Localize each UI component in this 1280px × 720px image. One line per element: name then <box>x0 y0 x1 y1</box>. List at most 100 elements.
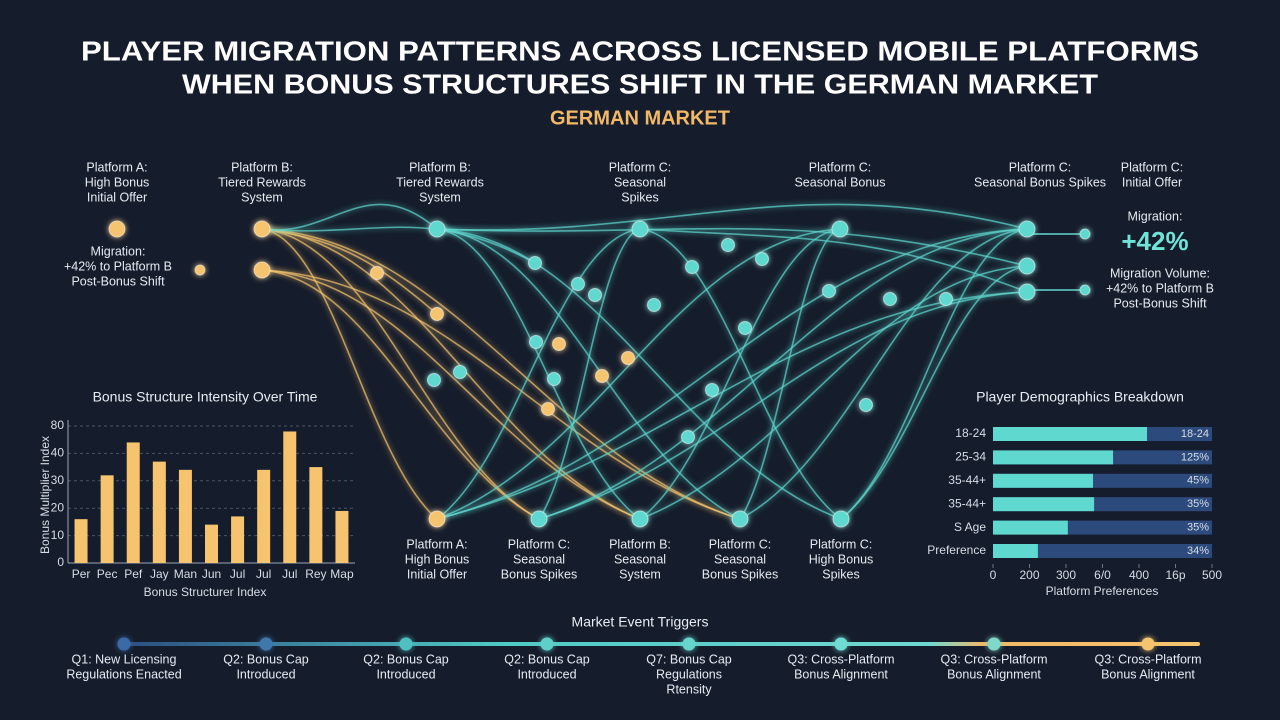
flow-node <box>705 383 719 397</box>
x-tick-label: 6/0 <box>1094 568 1111 582</box>
flow-node <box>1079 228 1091 240</box>
flow-link <box>739 228 1028 520</box>
migration-heading: Migration: <box>1128 209 1183 223</box>
y-tick-label: Preference <box>927 543 986 557</box>
node-label: Platform C: <box>1009 160 1072 174</box>
flow-node <box>685 260 699 274</box>
flow-node <box>1018 220 1036 238</box>
flow-node <box>253 220 271 238</box>
bar <box>152 461 166 563</box>
event-label: Q3: Cross-Platform <box>1095 652 1202 666</box>
bar <box>993 473 1094 488</box>
bar <box>993 450 1114 465</box>
flow-node <box>731 510 749 528</box>
flow-node <box>552 337 566 351</box>
bar <box>74 519 88 563</box>
flow-node <box>822 284 836 298</box>
x-tick-label: Rey <box>305 567 326 581</box>
x-tick-label: 500 <box>1202 568 1222 582</box>
flow-link <box>261 269 741 520</box>
event-label: Q3: Cross-Platform <box>941 652 1048 666</box>
flow-node <box>755 252 769 266</box>
y-tick-label: 35-44+ <box>948 473 986 487</box>
flow-link <box>436 228 1028 520</box>
event-label: Bonus Alignment <box>1101 667 1195 681</box>
flow-link <box>261 228 741 520</box>
flow-node <box>595 369 609 383</box>
flow-node <box>939 292 953 306</box>
x-tick-label: 400 <box>1129 568 1149 582</box>
y-tick-label: 25-34 <box>955 450 986 464</box>
bar <box>126 442 140 563</box>
flow-link <box>639 265 1028 520</box>
y-tick-label: 20 <box>51 500 65 514</box>
flow-link <box>436 203 1028 231</box>
flow-node <box>528 256 542 270</box>
flow-link <box>261 269 540 520</box>
bar-tag: 34% <box>1187 545 1209 557</box>
flow-link <box>261 226 536 264</box>
node-label: Platform C: <box>809 160 872 174</box>
flow-link <box>436 228 841 520</box>
flow-node <box>370 266 384 280</box>
flow-node <box>738 321 752 335</box>
migration-note: Post-Bonus Shift <box>71 274 165 288</box>
flow-link <box>261 203 438 231</box>
flow-node <box>631 510 649 528</box>
timeline-dot <box>399 637 413 651</box>
bar <box>205 524 218 563</box>
node-label: Initial Offer <box>1122 175 1182 189</box>
migration-note: +42% to Platform B <box>1106 281 1214 295</box>
timeline-dot <box>1141 637 1155 651</box>
node-label: Seasonal <box>513 552 565 566</box>
flow-node <box>194 264 206 276</box>
title-line: PLAYER MIGRATION PATTERNS ACROSS LICENSE… <box>81 35 1199 66</box>
flow-node <box>681 430 695 444</box>
flow-node <box>831 220 849 238</box>
node-label: Seasonal <box>714 552 766 566</box>
node-label: Tiered Rewards <box>218 175 306 189</box>
flow-link <box>436 291 1028 520</box>
node-label: High Bonus <box>405 552 470 566</box>
x-axis-label: Platform Preferences <box>1046 584 1159 598</box>
node-label: Tiered Rewards <box>396 175 484 189</box>
node-label: Seasonal Bonus <box>794 175 885 189</box>
flow-node <box>721 238 735 252</box>
bar <box>993 497 1095 512</box>
timeline-dot <box>987 637 1001 651</box>
bar <box>100 475 114 563</box>
x-tick-label: Jul <box>256 567 271 581</box>
node-label: High Bonus <box>85 175 150 189</box>
flow-link <box>840 265 1028 520</box>
event-label: Regulations Enacted <box>66 667 181 681</box>
node-label: Platform B: <box>231 160 293 174</box>
flow-node <box>647 298 661 312</box>
x-tick-label: Jul <box>282 567 297 581</box>
node-label: Spikes <box>822 567 860 581</box>
flow-node <box>541 402 555 416</box>
migration-note: +42% to Platform B <box>64 259 172 273</box>
flow-link <box>538 228 641 520</box>
bar-track <box>993 544 1212 558</box>
timeline-dot <box>540 637 554 651</box>
y-tick-label: 10 <box>51 528 65 542</box>
flow-node <box>253 261 271 279</box>
flow-node <box>427 373 441 387</box>
bar-tag: 18-24 <box>1181 428 1209 440</box>
flow-node <box>529 335 543 349</box>
x-tick-label: Jun <box>202 567 221 581</box>
flow-link <box>436 228 741 520</box>
timeline-dot <box>117 637 131 651</box>
flow-link <box>436 228 641 520</box>
node-label: Platform C: <box>810 537 873 551</box>
y-tick-label: 40 <box>51 446 65 460</box>
flow-link <box>261 228 438 520</box>
bar-tag: 45% <box>1187 475 1209 487</box>
node-label: Platform C: <box>1121 160 1184 174</box>
flow-node <box>453 365 467 379</box>
node-label: Initial Offer <box>407 567 467 581</box>
flow-node <box>1018 257 1036 275</box>
bar-tag: 35% <box>1187 498 1209 510</box>
